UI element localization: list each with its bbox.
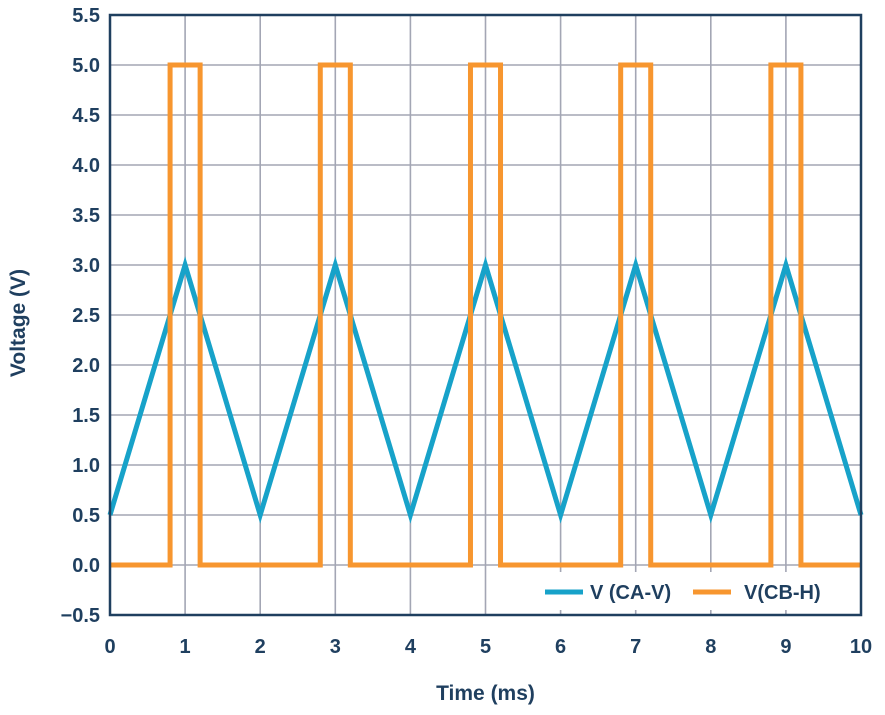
y-tick-label-0: 5.5 [72,5,100,27]
legend: V (CA-V) V(CB-H) [540,572,855,610]
y-tick-label-9: 1.0 [72,455,100,477]
x-tick-label-7: 7 [630,636,641,658]
y-tick-label-11: 0.0 [72,555,100,577]
x-tick-label-8: 8 [705,636,716,658]
x-tick-label-0: 0 [104,636,115,658]
y-tick-label-1: 5.0 [72,55,100,77]
x-tick-label-4: 4 [405,636,417,658]
y-tick-label-8: 1.5 [72,405,100,427]
x-axis-title: Time (ms) [436,682,535,705]
x-tick-label-5: 5 [480,636,491,658]
y-tick-label-6: 2.5 [72,305,100,327]
plot-frame [108,13,863,617]
y-tick-label-4: 3.5 [72,205,100,227]
y-axis-title: Voltage (V) [7,269,30,377]
y-tick-label-3: 4.0 [72,155,100,177]
y-tick-label-12: −0.5 [61,605,100,627]
legend-label-cb-h: V(CB-H) [744,582,821,604]
x-tick-label-10: 10 [850,636,872,658]
x-tick-label-1: 1 [180,636,191,658]
legend-label-ca-v: V (CA-V) [590,582,671,604]
x-tick-labels: 0 1 2 3 4 5 6 7 8 9 10 [104,636,872,658]
series-layer [107,62,864,568]
y-tick-label-10: 0.5 [72,505,100,527]
y-tick-label-7: 2.0 [72,355,100,377]
x-tick-label-6: 6 [555,636,566,658]
x-tick-label-3: 3 [330,636,341,658]
series-line-0 [107,256,864,524]
series-line-1 [110,62,861,568]
y-tick-label-5: 3.0 [72,255,100,277]
x-tick-label-9: 9 [780,636,791,658]
y-tick-label-2: 4.5 [72,105,100,127]
y-tick-labels: 5.5 5.0 4.5 4.0 3.5 3.0 2.5 2.0 1.5 1.0 0.5 0.0 −0.5 [61,5,100,627]
x-tick-label-2: 2 [255,636,266,658]
